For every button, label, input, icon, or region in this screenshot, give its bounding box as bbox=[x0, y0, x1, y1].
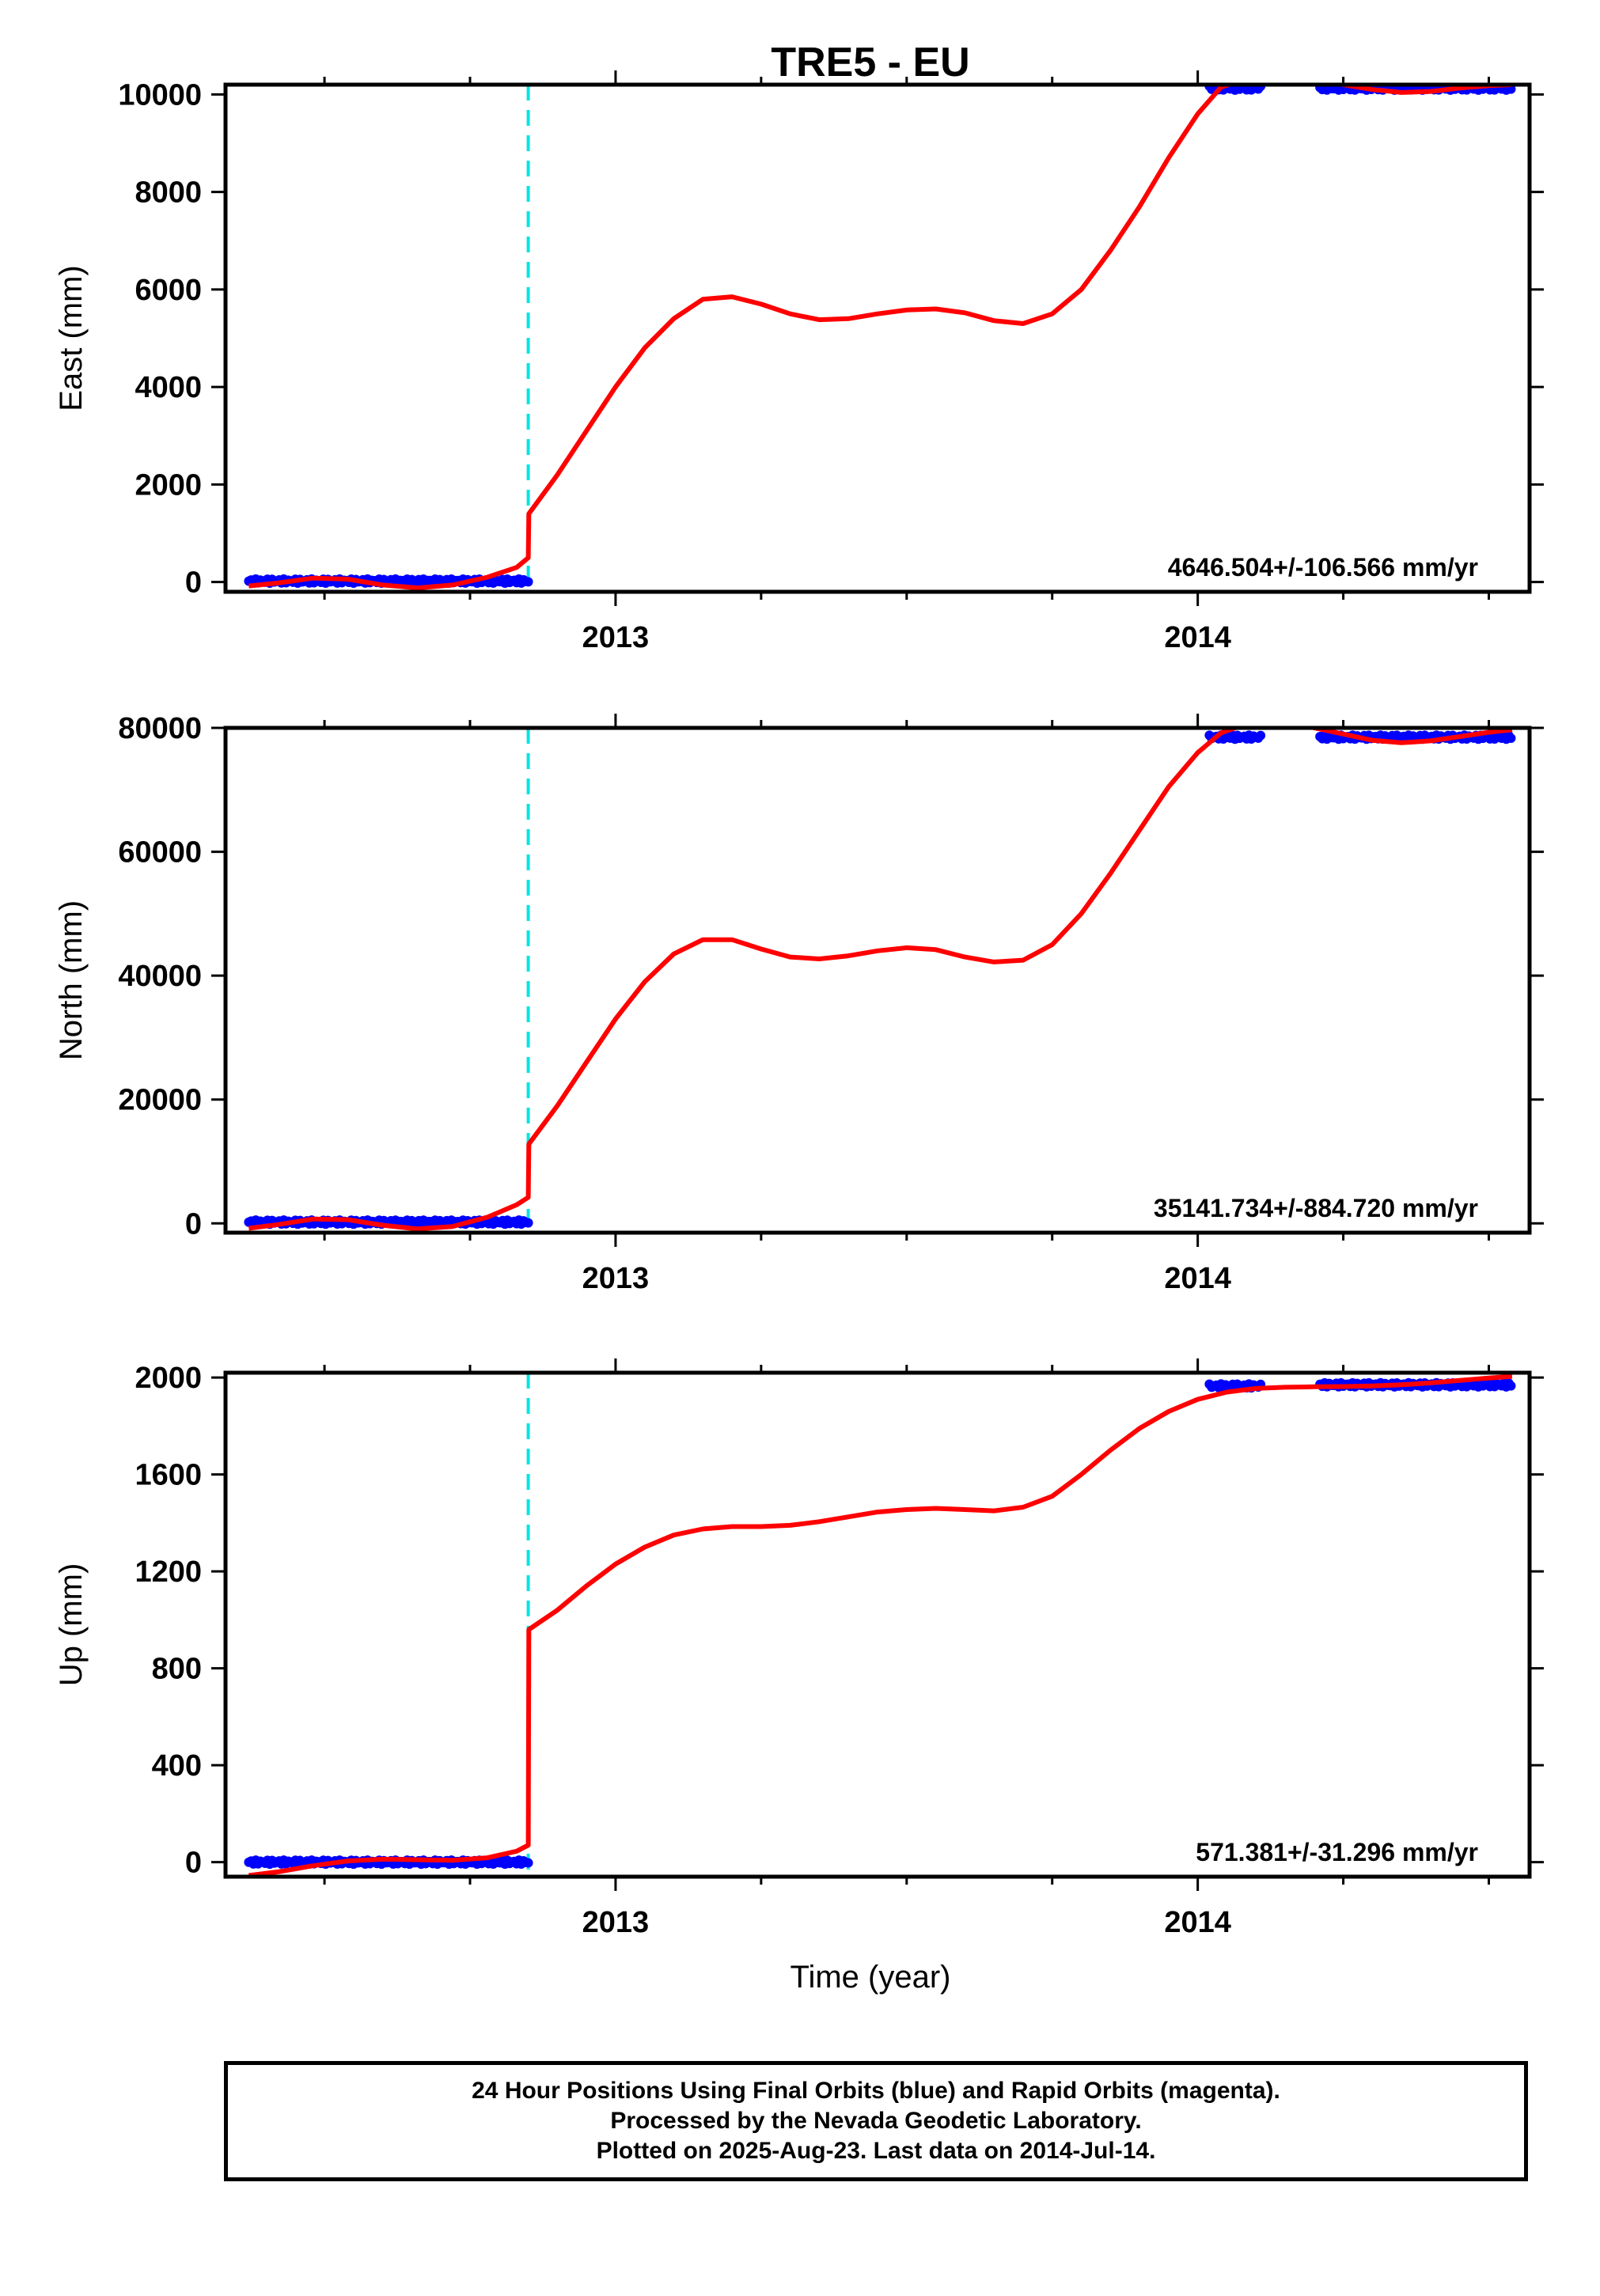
plot-area bbox=[244, 1373, 1516, 1877]
footer-box: 24 Hour Positions Using Final Orbits (bl… bbox=[224, 2061, 1528, 2181]
plot-area bbox=[244, 728, 1516, 1233]
panel-frame bbox=[223, 1370, 1532, 1879]
y-tick-label: 20000 bbox=[118, 1084, 202, 1117]
model-curve bbox=[248, 85, 1513, 591]
x-tick-label-2013: 2013 bbox=[582, 1262, 650, 1295]
y-tick-label: 0 bbox=[185, 566, 202, 600]
y-tick-label: 8000 bbox=[135, 176, 202, 210]
chart-title: TRE5 - EU bbox=[771, 40, 969, 85]
y-tick-label: 1200 bbox=[135, 1555, 202, 1589]
rate-label-east: 4646.504+/-106.566 mm/yr bbox=[1168, 553, 1478, 582]
y-tick-label: 40000 bbox=[118, 960, 202, 993]
y-tick-label: 800 bbox=[152, 1653, 202, 1686]
y-tick-label: 2000 bbox=[135, 1362, 202, 1395]
panel-up: 2013 2014 0 400 800 1200 1600 2000 Up (mm) 571.38… bbox=[54, 1358, 1544, 1939]
y-axis-label-north: North (mm) bbox=[54, 900, 89, 1060]
plot-area bbox=[244, 85, 1516, 592]
panel-frame bbox=[223, 82, 1532, 594]
footer-line-plotted: Plotted on 2025-Aug-23. Last data on 201… bbox=[596, 2138, 1156, 2164]
y-axis-label-up: Up (mm) bbox=[54, 1563, 89, 1687]
y-axis-label-east: East (mm) bbox=[54, 265, 89, 411]
y-tick-label: 6000 bbox=[135, 274, 202, 307]
y-tick-label: 0 bbox=[185, 1847, 202, 1880]
y-tick-label: 80000 bbox=[118, 712, 202, 745]
y-tick-label: 60000 bbox=[118, 836, 202, 870]
x-tick-label-2013: 2013 bbox=[582, 1906, 650, 1939]
observation-point bbox=[523, 577, 533, 587]
x-tick-label-2014: 2014 bbox=[1164, 621, 1231, 654]
observation-point bbox=[1506, 733, 1516, 744]
observation-point bbox=[1506, 1381, 1516, 1391]
y-tick-label: 400 bbox=[152, 1749, 202, 1783]
panel-north: 2013 2014 0 20000 40000 60000 80000 North (mm) 3… bbox=[54, 712, 1544, 1295]
x-tick-label-2014: 2014 bbox=[1164, 1262, 1231, 1295]
y-tick-label: 10000 bbox=[118, 78, 202, 112]
panel-east: 2013 2014 0 2000 4000 6000 8000 10000 East (mm) 4… bbox=[54, 70, 1544, 654]
rate-label-north: 35141.734+/-884.720 mm/yr bbox=[1154, 1194, 1478, 1222]
rate-label-up: 571.381+/-31.296 mm/yr bbox=[1196, 1838, 1478, 1866]
model-curve bbox=[248, 1373, 1513, 1877]
y-tick-label: 1600 bbox=[135, 1459, 202, 1492]
x-tick-label-2014: 2014 bbox=[1164, 1906, 1231, 1939]
footer-line-processed: Processed by the Nevada Geodetic Laborat… bbox=[610, 2108, 1142, 2134]
x-axis-label: Time (year) bbox=[791, 1960, 951, 1995]
footer-line-orbits: 24 Hour Positions Using Final Orbits (bl… bbox=[472, 2078, 1280, 2104]
y-tick-label: 4000 bbox=[135, 371, 202, 404]
y-tick-label: 0 bbox=[185, 1207, 202, 1241]
x-tick-label-2013: 2013 bbox=[582, 621, 650, 654]
panel-frame bbox=[223, 726, 1532, 1235]
observation-point bbox=[523, 1218, 533, 1228]
observation-point bbox=[523, 1858, 533, 1868]
model-curve bbox=[248, 728, 1513, 1232]
y-tick-label: 2000 bbox=[135, 468, 202, 502]
observation-point bbox=[1256, 730, 1266, 741]
